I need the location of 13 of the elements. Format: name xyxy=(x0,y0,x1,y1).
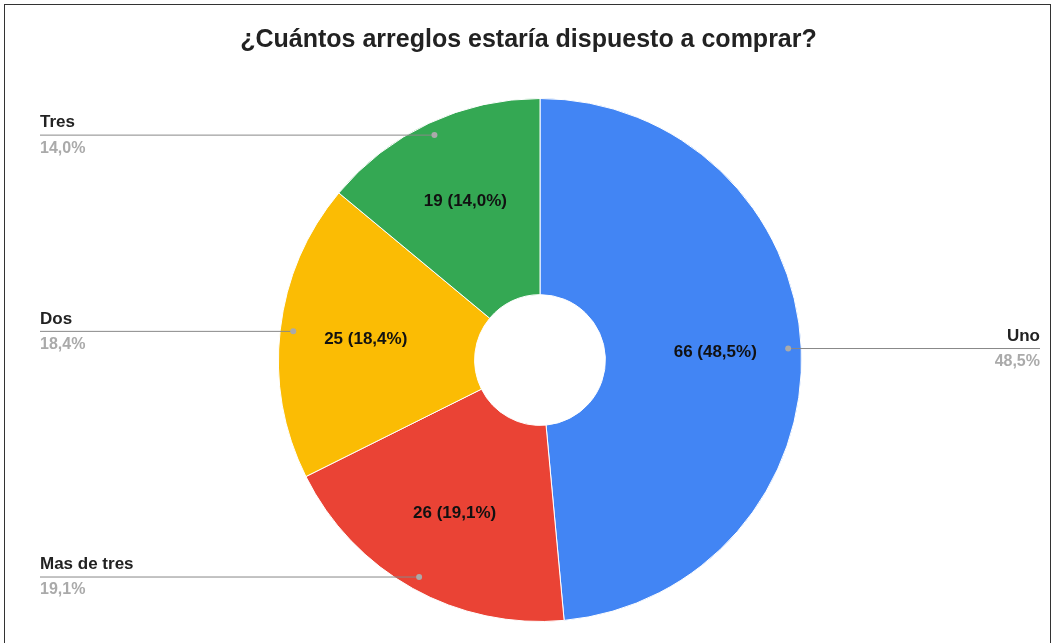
slice-label: Mas de tres xyxy=(40,554,134,574)
chart-title: ¿Cuántos arreglos estaría dispuesto a comprar? xyxy=(239,24,818,53)
text: 14,0% xyxy=(40,138,86,156)
slice-label: Tres xyxy=(40,112,75,132)
data-label: 26 (19,1%) xyxy=(413,502,497,522)
text: 18,4% xyxy=(40,334,86,352)
data-label: 19 (14,0%) xyxy=(423,190,508,210)
text: 48,5% xyxy=(994,351,1040,369)
slice-label: Uno xyxy=(1006,325,1040,345)
slice-label: Dos xyxy=(40,308,73,328)
text: 19,1% xyxy=(40,580,86,598)
data-label: 25 (18,4%) xyxy=(324,329,408,349)
data-label: 66 (48,5%) xyxy=(673,341,757,361)
